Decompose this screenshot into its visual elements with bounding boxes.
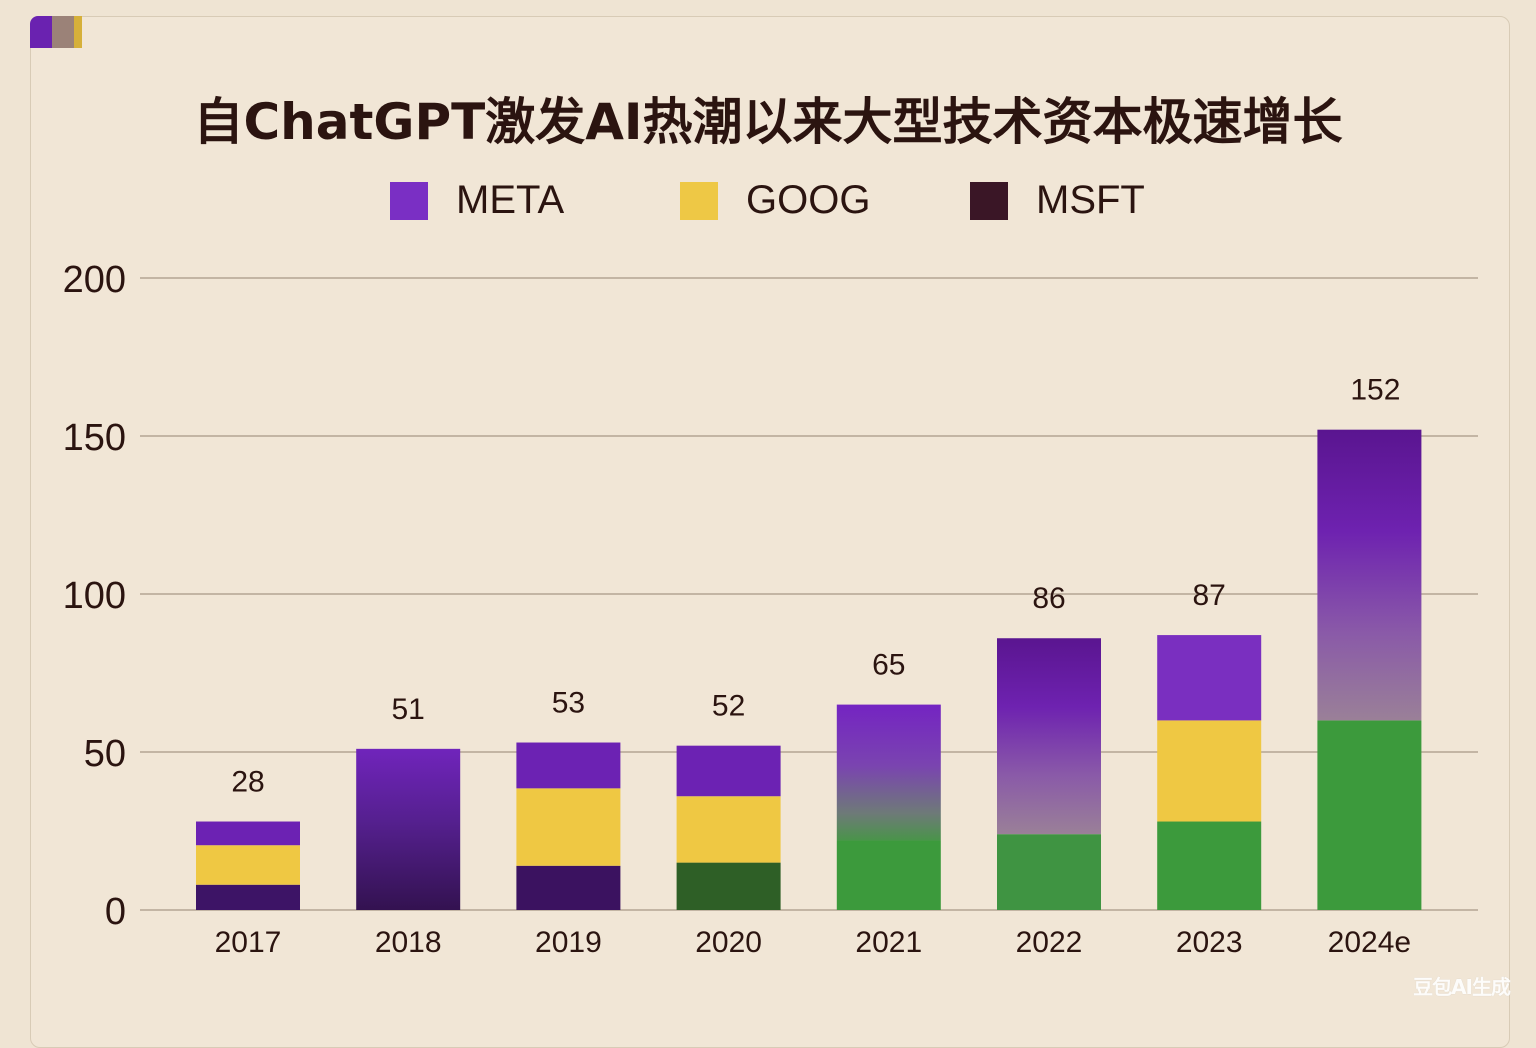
watermark: 豆包AI生成 [1413,975,1511,999]
y-tick-label-0: 0 [105,891,126,933]
bar-segment-2024e-msft [1317,720,1422,910]
x-tick-label-2018: 2018 [375,926,442,959]
total-label-2019: 53 [552,687,585,720]
x-tick-label-2019: 2019 [535,926,602,959]
legend-item-goog: GOOG [680,178,870,223]
bar-2023 [1157,635,1262,910]
x-tick-label-2024e: 2024e [1328,926,1411,959]
legend-swatch-msft [970,181,1008,220]
total-labels: 28 51 53 52 65 86 87 152 [231,374,1400,799]
x-tick-label-2020: 2020 [695,926,762,959]
bar-segment-2019-meta [516,742,621,789]
bar-segment-2022-msft [997,834,1101,910]
x-tick-label-2023: 2023 [1176,926,1243,959]
stacked-bar-chart: 0 50 100 150 200 2017 2018 2019 2020 2021 2022 202… [63,259,1478,959]
bar-2020 [676,745,781,910]
bars [196,429,1422,910]
bar-2024e [1317,429,1422,910]
bar-segment-2018-meta [356,748,461,910]
total-label-2018: 51 [392,693,425,726]
bar-segment-2017-msft [196,884,300,910]
total-label-2021: 65 [872,649,905,682]
bar-2021 [836,704,941,910]
bar-segment-2022-meta [997,638,1101,835]
corner-color-swatch [30,16,82,48]
x-tick-label-2017: 2017 [215,926,282,959]
total-label-2023: 87 [1193,579,1226,612]
bar-2019 [516,742,621,910]
total-label-2024e: 152 [1350,374,1400,407]
y-tick-label-100: 100 [63,575,126,617]
legend-label-meta: META [456,178,565,222]
corner-swatch-gray [52,16,74,48]
x-tick-label-2022: 2022 [1016,926,1083,959]
bar-segment-2023-goog [1157,720,1262,822]
corner-swatch-purple [30,16,52,48]
legend-label-goog: GOOG [746,178,871,222]
legend-item-meta: META [390,178,564,223]
total-label-2017: 28 [231,766,264,799]
legend-item-msft: MSFT [970,178,1145,223]
x-axis: 2017 2018 2019 2020 2021 2022 2023 2024e [215,926,1411,959]
bar-segment-2023-msft [1157,821,1262,910]
corner-swatch-gold [74,16,82,48]
chart-title: 自ChatGPT激发AI热潮以来大型技术资本极速增长 [193,93,1343,151]
x-tick-label-2021: 2021 [855,926,922,959]
bar-segment-2024e-meta [1317,429,1422,721]
bar-segment-2017-meta [196,821,300,846]
legend-swatch-meta [390,181,428,220]
bar-segment-2019-goog [516,788,621,866]
y-tick-label-150: 150 [63,417,126,459]
bar-segment-2023-meta [1157,635,1262,721]
bar-segment-2020-msft [676,862,781,910]
y-axis: 0 50 100 150 200 [63,259,126,933]
bar-segment-2020-goog [676,796,781,863]
bar-segment-2017-goog [196,845,300,885]
y-tick-label-200: 200 [63,259,126,301]
total-label-2020: 52 [712,690,745,723]
y-tick-label-50: 50 [84,733,126,775]
bar-segment-2019-msft [516,865,621,910]
bar-segment-2021-msft [836,840,941,910]
legend-swatch-goog [680,181,718,220]
gridlines [140,277,1478,911]
bar-2017 [196,821,300,910]
legend-label-msft: MSFT [1036,178,1145,222]
bar-segment-2021-meta [836,704,941,841]
total-label-2022: 86 [1032,582,1065,615]
bar-2022 [997,638,1101,910]
legend: META GOOG MSFT [0,178,1536,224]
bar-2018 [356,748,461,910]
bar-segment-2020-meta [676,745,781,797]
